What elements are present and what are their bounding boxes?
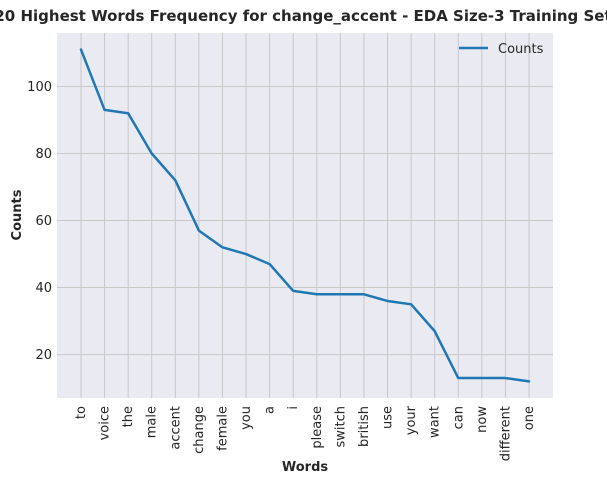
y-tick-label: 60 xyxy=(35,214,52,229)
x-tick-label: voice xyxy=(98,406,113,440)
x-tick-label: to xyxy=(74,406,89,419)
x-tick-label: i xyxy=(286,406,301,410)
x-tick-label: different xyxy=(498,406,513,461)
x-tick-label: accent xyxy=(168,406,183,450)
x-tick-label: one xyxy=(522,406,537,430)
x-tick-label: can xyxy=(451,406,466,429)
x-tick-label: british xyxy=(357,406,372,447)
x-tick-label: female xyxy=(215,406,230,451)
y-axis-label: Counts xyxy=(10,189,25,240)
x-tick-label: male xyxy=(145,406,160,438)
x-tick-label: please xyxy=(310,406,325,449)
chart-title: 20 Highest Words Frequency for change_ac… xyxy=(0,7,607,25)
x-tick-label: now xyxy=(475,406,490,433)
plot-area xyxy=(57,33,553,398)
x-tick-label: use xyxy=(381,406,396,429)
y-tick-label: 40 xyxy=(35,281,52,296)
x-tick-label: your xyxy=(404,405,419,435)
x-tick-label: you xyxy=(239,406,254,430)
x-tick-label: a xyxy=(263,406,278,414)
y-tick-label: 20 xyxy=(35,348,52,363)
x-axis-label: Words xyxy=(282,460,329,475)
x-tick-label: change xyxy=(192,406,207,454)
y-tick-label: 100 xyxy=(27,80,52,95)
x-tick-label: switch xyxy=(333,406,348,448)
x-tick-label: want xyxy=(428,406,443,438)
y-tick-label: 80 xyxy=(35,147,52,162)
x-tick-label: the xyxy=(121,406,136,427)
y-axis-ticks: 20 40 60 80 100 xyxy=(27,80,52,363)
legend-label-counts: Counts xyxy=(498,42,544,57)
